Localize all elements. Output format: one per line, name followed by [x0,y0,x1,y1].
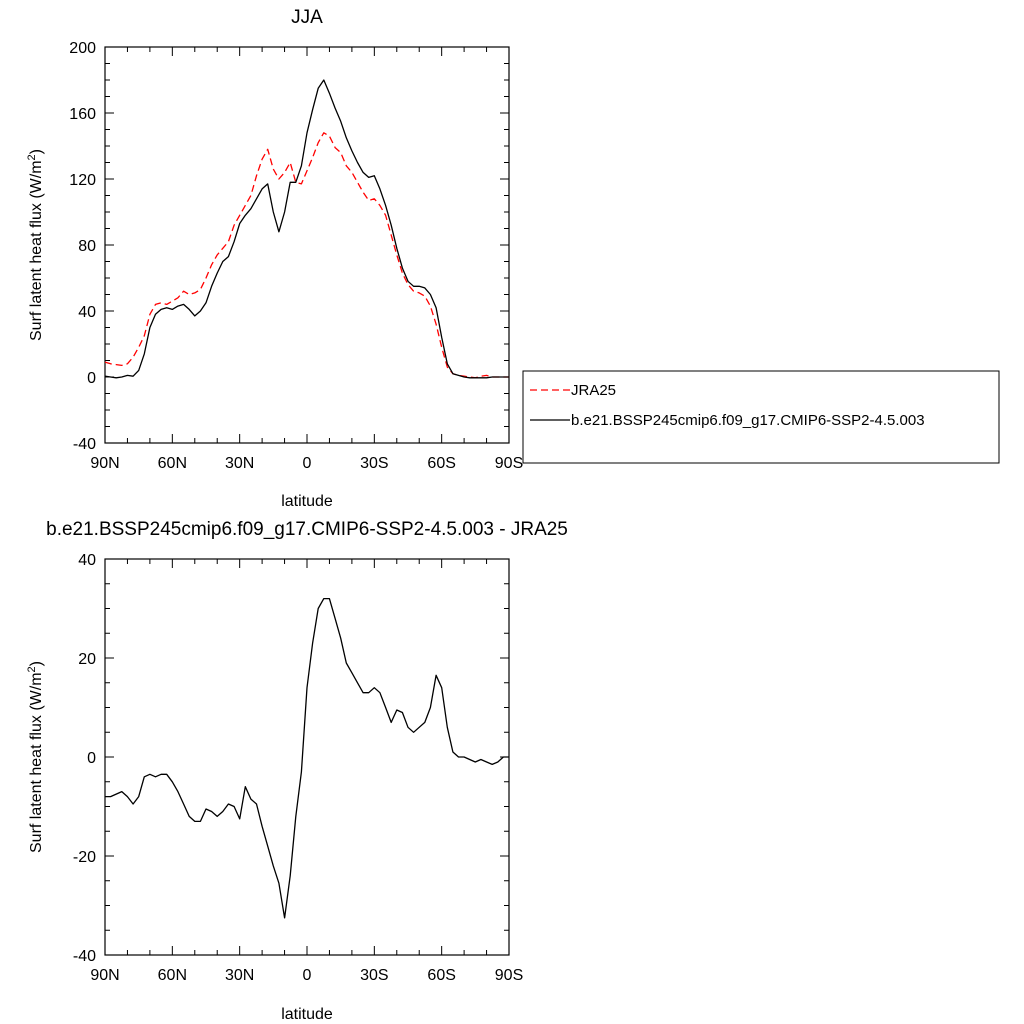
x-tick-label: 90S [495,967,523,984]
plot-frame [104,46,510,444]
y-axis-label-close: ) [28,149,45,154]
y-tick-label: 80 [78,238,96,255]
x-tick-label: 30N [225,455,254,472]
y-tick-label: -20 [73,849,96,866]
y-tick-label: 160 [69,106,96,123]
y-tick-label: 200 [69,40,96,57]
x-tick-label: 60N [158,455,187,472]
series-line-jra25 [104,132,509,379]
y-axis-label-text: Surf latent heat flux (W/m [28,672,45,853]
y-tick-label: 0 [87,370,96,387]
x-tick-label: 90N [90,967,119,984]
series-line-model [104,79,509,379]
y-axis-label-superscript: 2 [26,154,38,160]
chart-title: JJA [291,7,323,28]
x-tick-label: 60S [427,455,455,472]
y-axis-label: Surf latent heat flux (W/m2) [26,149,45,341]
y-tick-label: 0 [87,750,96,767]
top-panel: JJA 90N 60N 30N 0 30S 60S 90S -40 0 40 80 120 160 200… [26,7,523,510]
y-tick-label: 20 [78,651,96,668]
x-tick-label: 0 [303,455,312,472]
x-tick-label: 0 [303,967,312,984]
x-axis-label: latitude [281,493,333,510]
y-tick-label: 40 [78,304,96,321]
y-tick-label: -40 [73,948,96,965]
y-tick-label: 40 [78,552,96,569]
x-tick-label: 90N [90,455,119,472]
plot-frame [104,558,510,956]
y-axis-label-close: ) [28,661,45,666]
y-tick-label: 120 [69,172,96,189]
series-line-model [105,597,509,919]
legend-label: JRA25 [571,382,616,399]
x-tick-label: 60S [427,967,455,984]
chart-title: b.e21.BSSP245cmip6.f09_g17.CMIP6-SSP2-4.… [46,519,568,540]
x-tick-label: 30S [360,455,388,472]
x-tick-label: 90S [495,455,523,472]
legend: JRA25 b.e21.BSSP245cmip6.f09_g17.CMIP6-SS… [522,370,1000,464]
x-axis-label: latitude [281,1006,333,1023]
bottom-panel: b.e21.BSSP245cmip6.f09_g17.CMIP6-SSP2-4.… [26,519,568,1023]
y-tick-label: -40 [73,436,96,453]
legend-label: b.e21.BSSP245cmip6.f09_g17.CMIP6-SSP2-4.… [571,412,925,429]
x-tick-label: 60N [158,967,187,984]
y-axis-label-superscript: 2 [26,666,38,672]
legend-box [522,370,1000,464]
y-axis-label-text: Surf latent heat flux (W/m [28,160,45,341]
x-tick-label: 30S [360,967,388,984]
y-axis-label: Surf latent heat flux (W/m2) [26,661,45,853]
x-tick-label: 30N [225,967,254,984]
